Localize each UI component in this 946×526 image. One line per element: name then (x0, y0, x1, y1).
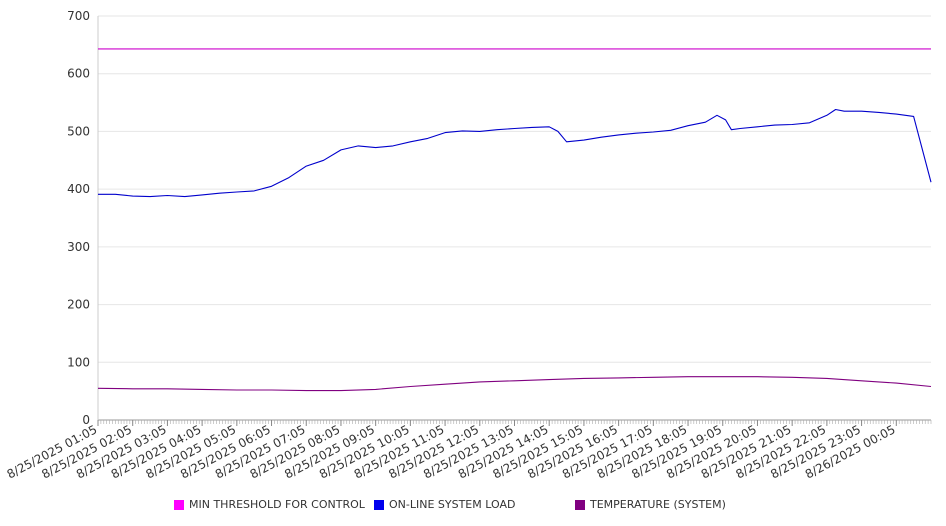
legend-label-threshold: MIN THRESHOLD FOR CONTROL (189, 498, 365, 511)
y-tick-label: 700 (67, 9, 90, 23)
y-tick-label: 500 (67, 124, 90, 138)
y-tick-label: 0 (82, 413, 90, 427)
grid-lines (98, 15, 931, 363)
y-axis-tick-labels: 0 100 200 300 400 500 600 700 (67, 9, 90, 427)
legend-swatch-load (374, 499, 384, 510)
legend-label-load: ON-LINE SYSTEM LOAD (389, 498, 516, 511)
series-line-1 (98, 108, 932, 198)
y-tick-label: 400 (67, 182, 90, 196)
legend-item-temperature: TEMPERATURE (SYSTEM) (575, 498, 726, 511)
legend-swatch-temperature (575, 499, 585, 510)
series-line-2 (97, 376, 932, 392)
legend-item-threshold: MIN THRESHOLD FOR CONTROL (174, 498, 365, 511)
y-tick-label: 300 (67, 240, 90, 254)
legend-label-temperature: TEMPERATURE (SYSTEM) (590, 498, 726, 511)
y-tick-label: 200 (67, 298, 90, 312)
x-axis: 8/25/2025 01:058/25/2025 02:058/25/2025 … (5, 16, 932, 482)
legend-swatch-threshold (174, 499, 184, 510)
series-lines (97, 48, 932, 392)
legend-item-load: ON-LINE SYSTEM LOAD (374, 498, 515, 511)
legend: MIN THRESHOLD FOR CONTROL ON-LINE SYSTEM… (174, 498, 874, 514)
y-tick-label: 600 (67, 67, 90, 81)
y-tick-label: 100 (67, 355, 90, 369)
